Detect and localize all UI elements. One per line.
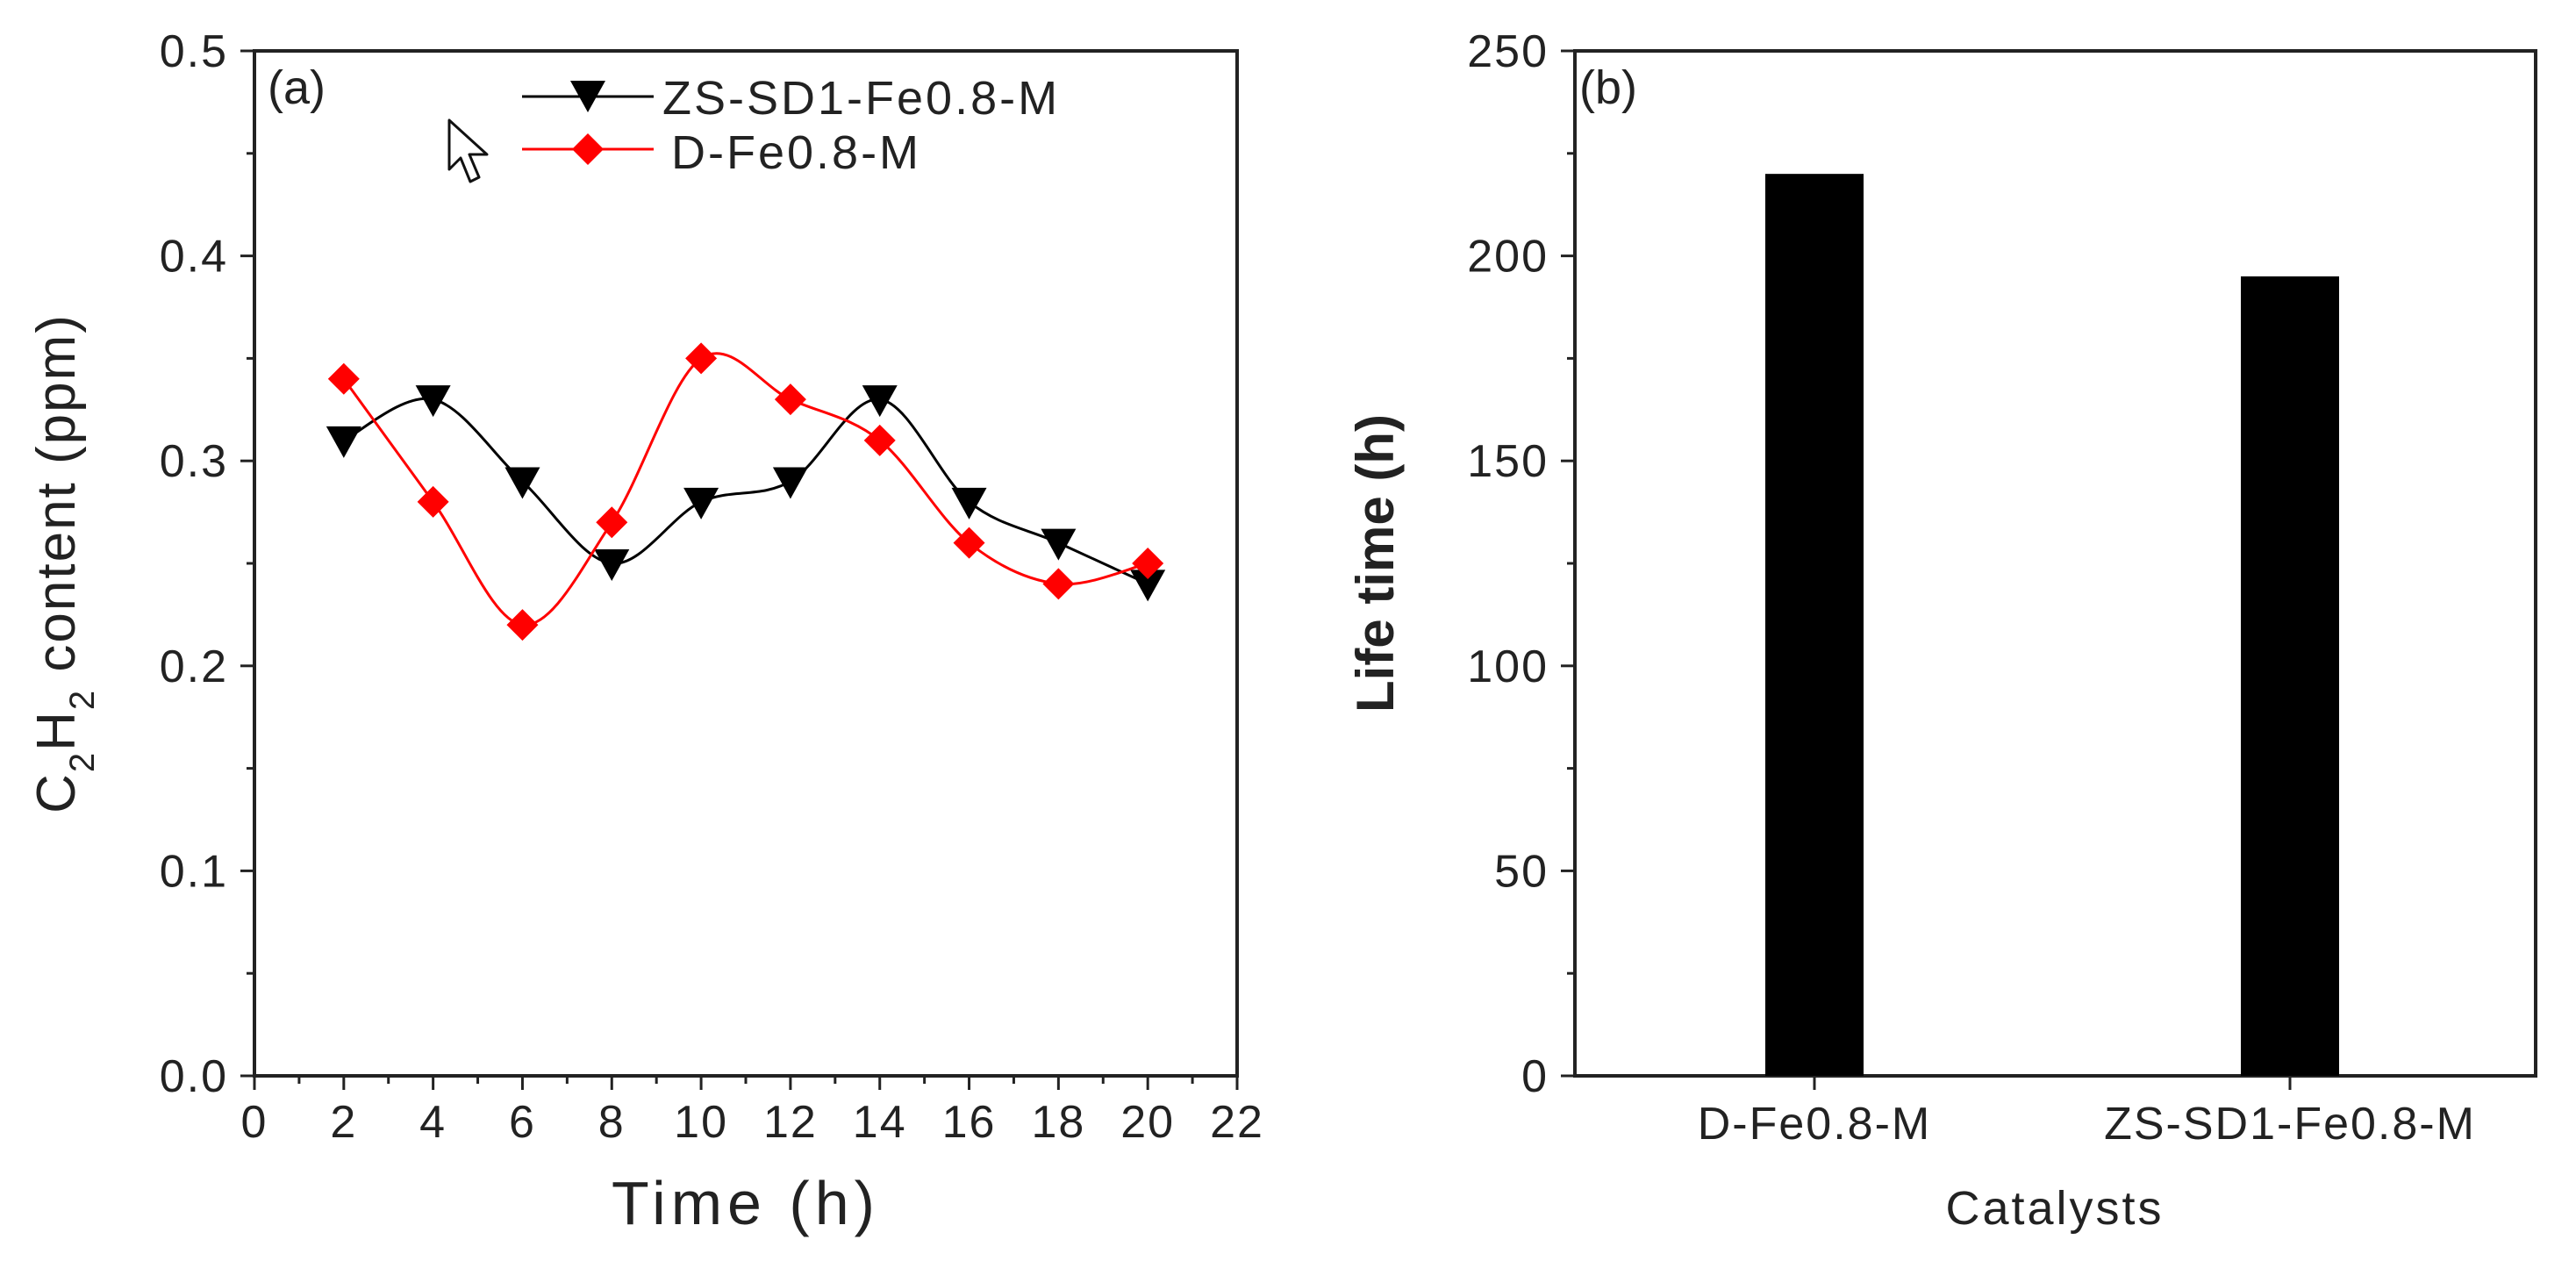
bar-D-Fe0.8-M — [1765, 174, 1864, 1076]
a-x-tick-label: 14 — [853, 1097, 907, 1148]
svg-text:C2H2 content (ppm): C2H2 content (ppm) — [26, 313, 102, 813]
data-point-marker — [594, 549, 630, 581]
panel-a-label: (a) — [268, 61, 326, 114]
svg-text:Life time (h): Life time (h) — [1346, 414, 1405, 713]
b-x-tick-label: D-Fe0.8-M — [1698, 1099, 1931, 1150]
data-point-marker — [683, 487, 719, 519]
y-title-c: C — [26, 772, 87, 813]
series-line-0 — [343, 397, 1148, 585]
data-point-marker — [1132, 548, 1164, 579]
a-x-tick-label: 12 — [763, 1097, 818, 1148]
legend-marker-zs-down-triangle-icon — [570, 81, 605, 112]
legend-label-d: D-Fe0.8-M — [671, 126, 921, 179]
a-y-tick-label: 0.1 — [160, 846, 228, 897]
legend-marker-d-diamond-icon — [572, 133, 604, 165]
a-x-tick-label: 6 — [509, 1097, 536, 1148]
panel-a-series — [326, 342, 1166, 641]
data-point-marker — [772, 467, 808, 499]
data-point-marker — [417, 485, 449, 518]
data-point-marker — [863, 424, 896, 456]
a-x-tick-label: 18 — [1031, 1097, 1085, 1148]
panel-a-y-axis-title: C2H2 content (ppm) — [26, 313, 102, 813]
b-x-tick-label: ZS-SD1-Fe0.8-M — [2104, 1099, 2476, 1150]
data-point-marker — [327, 362, 360, 395]
a-x-tick-label: 4 — [419, 1097, 447, 1148]
bar-ZS-SD1-Fe0.8-M — [2241, 276, 2339, 1077]
b-y-tick-label: 250 — [1467, 26, 1549, 77]
panel-b-ticks: 0 50 100 150 200 250 D-Fe0.8-M ZS-SD1-Fe0.8-M — [1467, 26, 2476, 1150]
data-point-marker — [774, 383, 806, 416]
data-point-marker — [415, 385, 451, 418]
a-x-tick-label: 10 — [674, 1097, 728, 1148]
y-title-rest: content (ppm) — [26, 313, 87, 689]
a-y-tick-label: 0.4 — [160, 232, 228, 283]
b-y-tick-label: 200 — [1467, 232, 1549, 283]
b-y-tick-label: 0 — [1521, 1051, 1549, 1102]
panel-b-label: (b) — [1579, 61, 1637, 114]
data-point-marker — [506, 609, 539, 641]
a-x-tick-label: 0 — [241, 1097, 268, 1148]
data-point-marker — [504, 467, 540, 499]
b-y-tick-label: 150 — [1467, 436, 1549, 487]
data-point-marker — [953, 527, 985, 559]
y-title-sub2: 2 — [63, 689, 102, 710]
panel-a-legend: ZS-SD1-Fe0.8-M D-Fe0.8-M — [522, 72, 1060, 179]
a-y-tick-label: 0.2 — [160, 641, 228, 692]
a-y-tick-label: 0.5 — [160, 26, 228, 77]
a-x-tick-label: 20 — [1120, 1097, 1175, 1148]
b-y-tick-label: 50 — [1494, 846, 1549, 897]
data-point-marker — [862, 385, 898, 418]
a-x-tick-label: 2 — [330, 1097, 357, 1148]
a-y-tick-label: 0.3 — [160, 436, 228, 487]
data-point-marker — [1130, 570, 1166, 602]
panel-b-y-axis-title: Life time (h) — [1346, 414, 1405, 713]
panel-a-line-chart: 0 2 4 6 8 10 12 14 16 18 20 220.00.10.20.30.40.5 (a… — [26, 26, 1264, 1237]
legend-label-zs: ZS-SD1-Fe0.8-M — [662, 72, 1060, 125]
mouse-cursor-icon — [447, 118, 489, 183]
b-y-tick-label: 100 — [1467, 641, 1549, 692]
data-point-marker — [1041, 528, 1077, 561]
a-x-tick-label: 8 — [598, 1097, 626, 1148]
a-x-tick-label: 22 — [1210, 1097, 1264, 1148]
y-title-h: H — [26, 710, 87, 751]
y-title-sub1: 2 — [63, 751, 102, 772]
data-point-marker — [596, 506, 628, 539]
a-x-tick-label: 16 — [942, 1097, 997, 1148]
data-point-marker — [326, 426, 361, 458]
data-point-marker — [1042, 568, 1075, 600]
panel-b-bars — [1765, 174, 2339, 1077]
panel-a-ticks: 0 2 4 6 8 10 12 14 16 18 20 22 0.0 0.1 0.2 0.3 0.4 0.5 — [160, 26, 1264, 1148]
a-y-tick-label: 0.0 — [160, 1051, 228, 1102]
panel-b-bar-chart: 0 50 100 150 200 250 D-Fe0.8-M ZS-SD1-Fe0.8-M (… — [1346, 26, 2537, 1235]
data-point-marker — [685, 342, 718, 375]
panel-a-x-axis-title: Time (h) — [612, 1169, 880, 1237]
panel-b-x-axis-title: Catalysts — [1945, 1182, 2164, 1235]
data-point-marker — [951, 487, 987, 519]
